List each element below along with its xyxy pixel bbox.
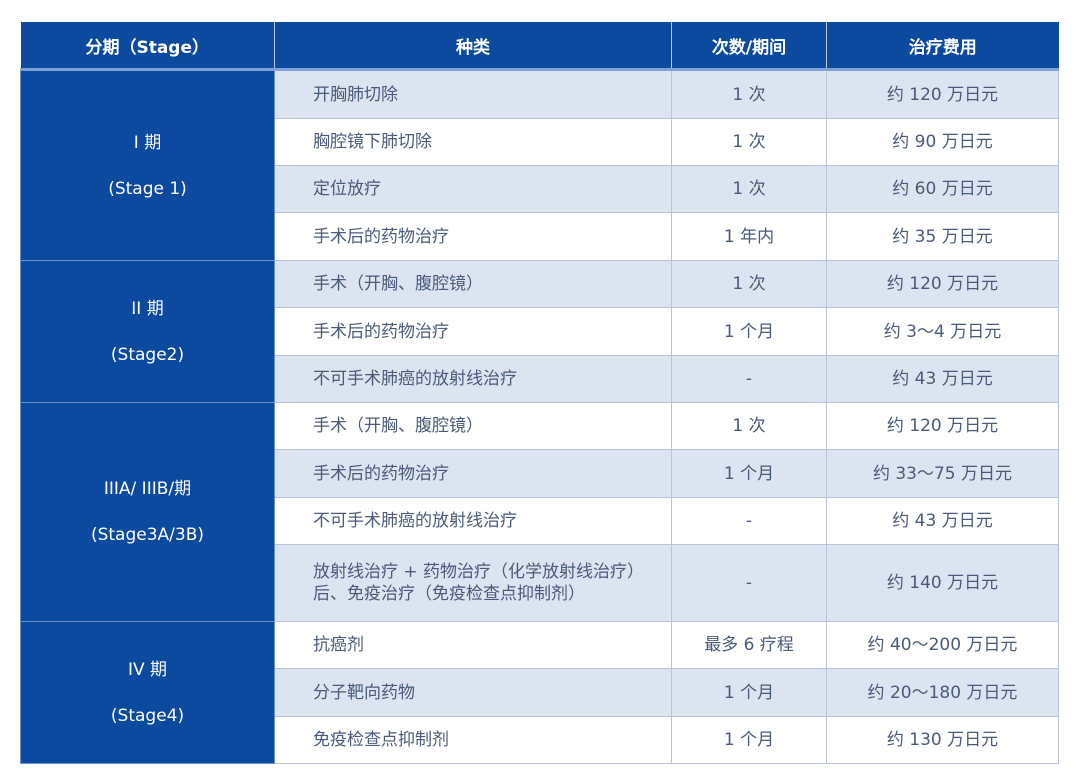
header-stage: 分期（Stage）: [20, 22, 275, 71]
stage-cell: IV 期 (Stage4): [20, 621, 275, 764]
table-row: 手术后的药物治疗 1 个月约 3～4 万日元: [21, 307, 1059, 356]
count-cell: 1 次: [671, 260, 827, 308]
stage-label: I 期: [133, 132, 162, 153]
cost-cell: 约 43 万日元: [826, 355, 1059, 403]
cost-cell: 约 60 万日元: [826, 165, 1059, 213]
cost-cell: 约 3～4 万日元: [826, 307, 1059, 356]
count-cell: 1 年内: [671, 212, 827, 261]
count-cell: 1 个月: [671, 449, 827, 498]
stage-label-en: (Stage4): [110, 705, 185, 726]
stage-label: IV 期: [127, 659, 168, 680]
cost-cell: 约 40～200 万日元: [826, 621, 1059, 669]
cost-cell: 约 120 万日元: [826, 69, 1059, 119]
cost-cell: 约 120 万日元: [826, 402, 1059, 450]
type-cell: 分子靶向药物: [274, 668, 672, 717]
count-cell: 1 次: [671, 165, 827, 213]
table-row: IV 期 (Stage4) 抗癌剂 最多 6 疗程约 40～200 万日元: [20, 621, 1059, 764]
count-cell: -: [671, 355, 827, 403]
stage-label: IIIA/ IIIB/期: [103, 479, 192, 499]
type-cell: 胸腔镜下肺切除: [274, 118, 672, 166]
count-cell: 1 次: [671, 69, 827, 119]
count-cell: 最多 6 疗程: [671, 621, 827, 669]
cost-cell: 约 20～180 万日元: [826, 668, 1059, 717]
type-cell: 开胸肺切除: [274, 69, 672, 119]
table-row: 不可手术肺癌的放射线治疗 - 约 43 万日元: [21, 355, 1059, 403]
table-row: 定位放疗 1 次约 60 万日元: [21, 165, 1059, 213]
stage-label-en: (Stage3A/3B): [90, 525, 205, 545]
stage-label-en: (Stage2): [110, 344, 185, 365]
stage-label: II 期: [131, 298, 164, 319]
table-row: 胸腔镜下肺切除 1 次约 90 万日元: [21, 118, 1059, 166]
stage-cell: IIIA/ IIIB/期 (Stage3A/3B): [20, 402, 275, 622]
count-cell: 1 个月: [671, 307, 827, 356]
type-cell: 抗癌剂: [274, 621, 672, 669]
type-cell: 手术后的药物治疗: [274, 212, 672, 261]
count-cell: 1 次: [671, 402, 827, 450]
stage-label-en: (Stage 1): [108, 178, 187, 199]
type-cell: 不可手术肺癌的放射线治疗: [274, 355, 672, 403]
count-cell: 1 个月: [671, 668, 827, 717]
header-type: 种类: [274, 22, 672, 71]
stage-cell: I 期 (Stage 1): [20, 69, 275, 261]
header-row: 分期（Stage） 种类 次数/期间 治疗费用: [20, 22, 1059, 71]
table-row: I 期 (Stage 1) 开胸肺切除 1 次约 120 万日元: [20, 69, 1059, 261]
table-row: 手术后的药物治疗 1 个月约 33～75 万日元: [21, 449, 1059, 498]
type-cell: 定位放疗: [274, 165, 672, 213]
cost-cell: 约 33～75 万日元: [826, 449, 1059, 498]
count-cell: 1 次: [671, 118, 827, 166]
table-row: 免疫检查点抑制剂 1 个月约 130 万日元: [21, 716, 1059, 764]
header-count: 次数/期间: [671, 22, 827, 71]
type-cell: 放射线治疗 + 药物治疗（化学放射线治疗）后、免疫治疗（免疫检查点抑制剂）: [274, 544, 672, 622]
cost-cell: 约 43 万日元: [826, 497, 1059, 545]
type-cell: 手术后的药物治疗: [274, 307, 672, 356]
stage-cell: II 期 (Stage2): [20, 260, 275, 403]
type-cell: 手术（开胸、腹腔镜）: [274, 402, 672, 450]
table-row: IIIA/ IIIB/期 (Stage3A/3B) 手术（开胸、腹腔镜） 1 次约 1…: [20, 402, 1059, 622]
type-cell: 手术（开胸、腹腔镜）: [274, 260, 672, 308]
table-row: 不可手术肺癌的放射线治疗 - 约 43 万日元: [21, 497, 1059, 545]
type-cell: 免疫检查点抑制剂: [274, 716, 672, 764]
type-cell: 不可手术肺癌的放射线治疗: [274, 497, 672, 545]
table-row: 手术后的药物治疗 1 年内约 35 万日元: [21, 212, 1059, 261]
table-row: 分子靶向药物 1 个月约 20～180 万日元: [21, 668, 1059, 717]
type-cell: 手术后的药物治疗: [274, 449, 672, 498]
header-cost: 治疗费用: [826, 22, 1059, 71]
cost-cell: 约 130 万日元: [826, 716, 1059, 764]
table-row: 放射线治疗 + 药物治疗（化学放射线治疗）后、免疫治疗（免疫检查点抑制剂） - 约 …: [21, 544, 1059, 622]
count-cell: -: [671, 497, 827, 545]
cost-cell: 约 120 万日元: [826, 260, 1059, 308]
cost-cell: 约 140 万日元: [826, 544, 1059, 622]
count-cell: -: [671, 544, 827, 622]
count-cell: 1 个月: [671, 716, 827, 764]
cost-cell: 约 35 万日元: [826, 212, 1059, 261]
cost-cell: 约 90 万日元: [826, 118, 1059, 166]
lung-cancer-cost-table: 分期（Stage） 种类 次数/期间 治疗费用 I 期 (Stage 1) 开胸肺切…: [20, 22, 1059, 764]
table-row: II 期 (Stage2) 手术（开胸、腹腔镜） 1 次约 120 万日元: [20, 260, 1059, 403]
